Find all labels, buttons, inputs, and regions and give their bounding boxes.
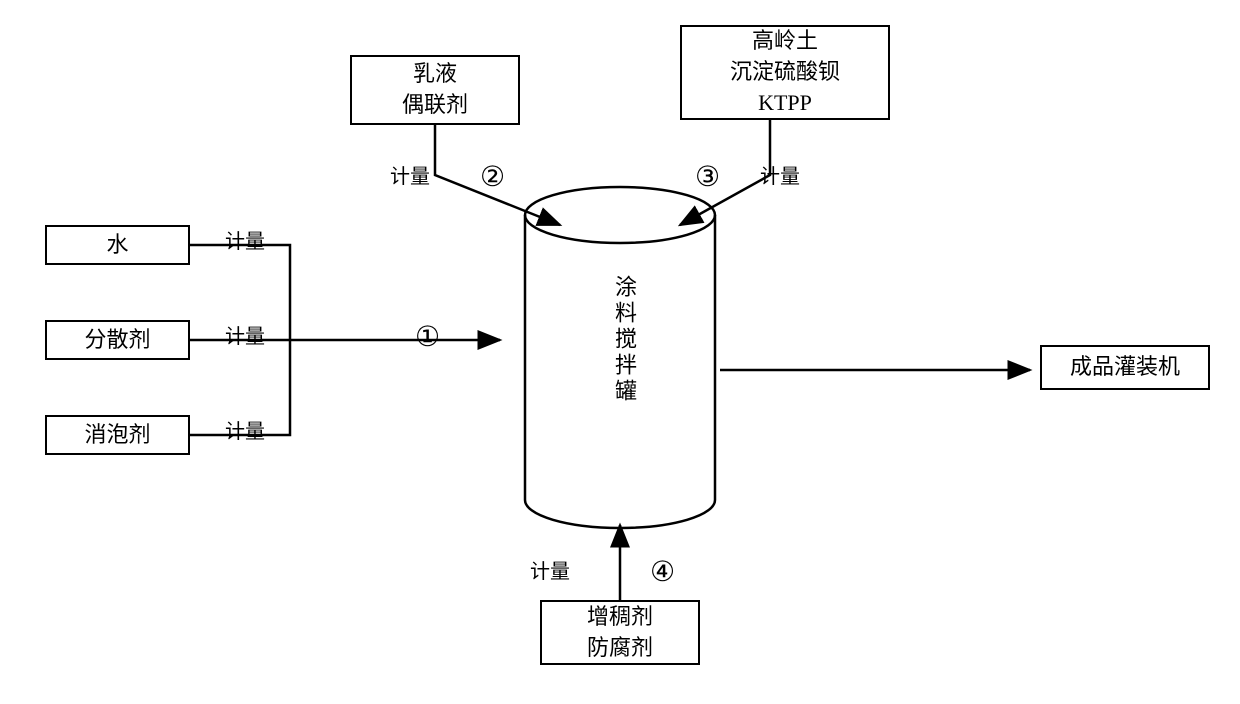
box-filler: 成品灌装机 xyxy=(1040,345,1210,390)
label-m6: 计量 xyxy=(530,555,570,584)
tank-label: 涂料搅拌罐 xyxy=(608,275,640,405)
label-m1: 计量 xyxy=(225,225,265,254)
label-m4: 计量 xyxy=(390,160,430,189)
step-n2: ② xyxy=(480,160,505,194)
step-n3: ③ xyxy=(695,160,720,194)
box-kaolin: 高岭土 沉淀硫酸钡 KTPP xyxy=(680,25,890,120)
label-m3: 计量 xyxy=(225,415,265,444)
label-m2: 计量 xyxy=(225,320,265,349)
box-emulsion: 乳液 偶联剂 xyxy=(350,55,520,125)
step-n4: ④ xyxy=(650,555,675,589)
box-thickener: 增稠剂 防腐剂 xyxy=(540,600,700,665)
box-water: 水 xyxy=(45,225,190,265)
step-n1: ① xyxy=(415,320,440,354)
box-defoamer: 消泡剂 xyxy=(45,415,190,455)
label-m5: 计量 xyxy=(760,160,800,189)
box-dispersant: 分散剂 xyxy=(45,320,190,360)
